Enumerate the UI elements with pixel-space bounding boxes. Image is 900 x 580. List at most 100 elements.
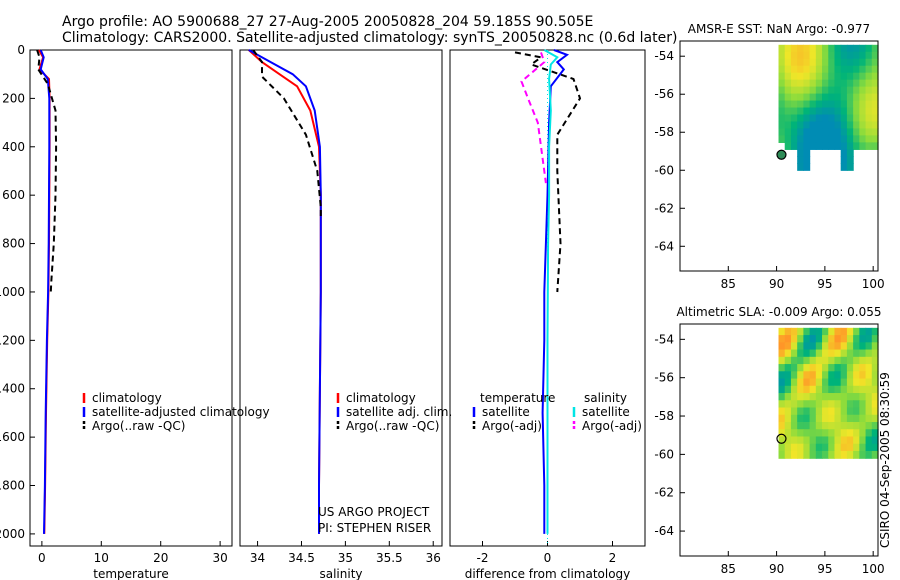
- sla-grid-cell: [853, 327, 860, 336]
- sla-grid-cell: [840, 385, 848, 394]
- sst-grid-cell: [778, 135, 786, 143]
- sla-grid-cell: [790, 414, 798, 423]
- sst-grid-cell: [840, 135, 848, 143]
- x-tick-label: 35.5: [376, 551, 403, 565]
- sst-grid-cell: [778, 114, 786, 123]
- sla-grid-cell: [822, 349, 829, 358]
- sla-grid-cell: [840, 450, 848, 459]
- sla-grid-cell: [790, 443, 798, 452]
- sla-grid-cell: [815, 327, 823, 336]
- sst-grid-cell: [797, 100, 804, 109]
- sla-grid-cell: [865, 407, 873, 416]
- sla-grid-cell: [803, 436, 811, 445]
- sla-grid-cell: [865, 443, 873, 452]
- map-title: Altimetric SLA: -0.009 Argo: 0.055: [676, 305, 881, 319]
- sla-grid-cell: [822, 436, 829, 445]
- sla-grid-cell: [778, 393, 786, 401]
- sst-grid-cell: [865, 93, 873, 102]
- sla-grid-cell: [778, 429, 786, 438]
- sla-grid-cell: [822, 378, 829, 387]
- sst-grid-cell: [871, 100, 879, 109]
- sst-grid-cell: [846, 100, 854, 109]
- y-tick-label: 1600: [0, 430, 25, 444]
- argo-float-marker: [776, 149, 787, 160]
- sst-grid-cell: [859, 93, 867, 102]
- sst-grid-cell: [790, 58, 798, 67]
- sla-grid-cell: [834, 429, 842, 438]
- sla-grid-cell: [846, 443, 854, 452]
- sla-grid-cell: [822, 327, 829, 336]
- sla-grid-cell: [797, 422, 804, 430]
- sst-grid-cell: [840, 65, 848, 74]
- sst-grid-cell: [834, 100, 842, 109]
- sla-grid-cell: [815, 371, 823, 380]
- y-tick-label: -58: [654, 125, 674, 139]
- sst-grid-cell: [784, 65, 792, 74]
- sla-grid-cell: [790, 436, 798, 445]
- sst-grid-cell: [803, 51, 811, 60]
- sst-grid-cell: [834, 65, 842, 74]
- sst-grid-cell: [803, 65, 811, 74]
- sst-grid-cell: [865, 58, 873, 67]
- sla-grid-cell: [853, 371, 860, 380]
- sst-grid-cell: [840, 100, 848, 109]
- sst-grid-cell: [803, 128, 811, 137]
- sst-grid-cell: [809, 65, 817, 74]
- sla-grid-cell: [840, 436, 848, 445]
- sla-grid-cell: [803, 378, 811, 387]
- sst-grid-cell: [784, 114, 792, 123]
- sst-grid-cell: [815, 72, 823, 81]
- sst-grid-cell: [840, 58, 848, 67]
- sst-grid-cell: [846, 93, 854, 102]
- sla-grid-cell: [809, 371, 817, 380]
- x-tick-label: 90: [769, 277, 784, 291]
- sla-grid-cell: [809, 414, 817, 423]
- sst-grid-cell: [815, 121, 823, 130]
- sst-grid-cell: [809, 114, 817, 123]
- sla-grid-cell: [815, 400, 823, 409]
- sla-grid-cell: [865, 436, 873, 445]
- sst-grid-cell: [846, 135, 854, 143]
- sst-grid-cell: [828, 93, 836, 102]
- sst-grid-cell: [784, 44, 792, 53]
- sla-grid-cell: [784, 407, 792, 416]
- sst-grid-cell: [840, 163, 848, 171]
- sst-grid-cell: [871, 51, 879, 60]
- sla-grid-cell: [865, 327, 873, 336]
- sla-grid-cell: [803, 407, 811, 416]
- y-tick-label: -60: [654, 163, 674, 177]
- sla-grid-cell: [834, 393, 842, 401]
- sla-grid-cell: [828, 400, 836, 409]
- sst-grid-cell: [834, 72, 842, 81]
- salinity-panel: 34 34.5 35 35.5 36 salinity climatologysatelli…: [239, 49, 452, 580]
- sla-grid-cell: [853, 450, 860, 459]
- sst-grid-cell: [846, 65, 854, 74]
- sla-grid-cell: [859, 342, 867, 351]
- temperature-panel: 0 10 20 30 0 200 400 600 800 1000 1200 1400 1600 1800…: [0, 43, 270, 580]
- sst-grid-cell: [840, 121, 848, 130]
- timestamp-label: CSIRO 04-Sep-2005 08:30:59: [878, 372, 892, 548]
- sst-grid-cell: [840, 86, 848, 95]
- sla-grid-cell: [803, 393, 811, 401]
- sla-grid-cell: [871, 407, 879, 416]
- sst-grid-cell: [822, 51, 829, 60]
- legend-label: satellite-adjusted climatology: [92, 405, 270, 419]
- sla-grid-cell: [828, 335, 836, 343]
- sst-grid-cell: [828, 100, 836, 109]
- sla-grid-cell: [853, 436, 860, 445]
- sla-grid-cell: [778, 443, 786, 452]
- sla-grid-cell: [828, 414, 836, 423]
- sla-grid-cell: [790, 378, 798, 387]
- sla-grid-cell: [853, 349, 860, 358]
- sst-grid-cell: [797, 65, 804, 74]
- sst-grid-cell: [859, 135, 867, 143]
- sla-grid-cell: [778, 371, 786, 380]
- sst-grid-cell: [853, 142, 860, 150]
- sst-grid-cell: [784, 135, 792, 143]
- x-tick-label: 90: [769, 562, 784, 576]
- sst-grid-cell: [784, 107, 792, 116]
- sst-grid-cell: [797, 58, 804, 67]
- sst-grid-cell: [815, 79, 823, 88]
- sla-grid-cell: [778, 356, 786, 365]
